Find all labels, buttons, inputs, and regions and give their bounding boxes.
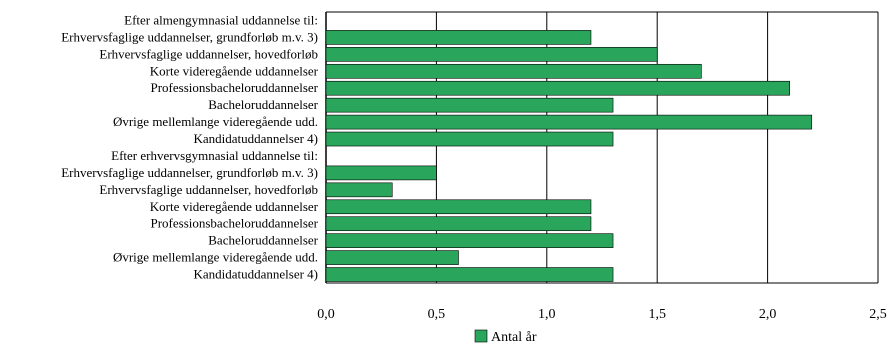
bar xyxy=(325,131,614,147)
category-label: Efter almengymnasial uddannelse til: xyxy=(124,12,318,27)
bar xyxy=(325,267,614,282)
bar xyxy=(325,63,702,79)
bar xyxy=(325,199,592,215)
category-label: Erhvervsfaglige uddannelser, grundforløb… xyxy=(61,165,318,180)
category-label: Korte videregående uddannelser xyxy=(150,63,319,78)
legend: Antal år xyxy=(474,329,537,345)
bar xyxy=(325,97,614,113)
category-labels: Efter almengymnasial uddannelse til: Erhv… xyxy=(61,12,318,281)
x-tick-labels: 0,0 0,5 1,0 1,5 2,0 2,5 xyxy=(317,307,887,322)
category-label: Bacheloruddannelser xyxy=(208,97,318,112)
x-tick-label: 2,0 xyxy=(759,307,777,322)
bar xyxy=(325,165,437,181)
bar xyxy=(325,250,459,265)
category-label: Øvrige mellemlange videregående udd. xyxy=(113,114,318,129)
category-label: Efter erhvervsgymnasial uddannelse til: xyxy=(111,148,318,163)
bar xyxy=(325,216,592,232)
x-tick-label: 1,0 xyxy=(538,307,556,322)
category-label: Øvrige mellemlange videregående udd. xyxy=(113,250,318,265)
bar xyxy=(325,114,813,130)
bar xyxy=(325,182,393,198)
x-tick-label: 1,5 xyxy=(648,307,666,322)
bar xyxy=(325,30,592,45)
category-label: Professionsbacheloruddannelser xyxy=(150,80,318,95)
x-tick-label: 0,5 xyxy=(428,307,446,322)
category-label: Bacheloruddannelser xyxy=(208,233,318,248)
bars xyxy=(325,30,813,282)
x-tick-label: 0,0 xyxy=(317,307,335,322)
bar xyxy=(325,80,790,96)
category-label: Erhvervsfaglige uddannelser, grundforløb… xyxy=(61,29,318,44)
category-label: Erhvervsfaglige uddannelser, hovedforløb xyxy=(99,46,318,61)
bar xyxy=(325,47,658,62)
category-label: Kandidatuddannelser 4) xyxy=(193,267,318,282)
bar xyxy=(325,233,614,248)
category-label: Kandidatuddannelser 4) xyxy=(193,131,318,146)
category-label: Professionsbacheloruddannelser xyxy=(150,216,318,231)
category-label: Erhvervsfaglige uddannelser, hovedforløb xyxy=(99,182,318,197)
legend-label: Antal år xyxy=(491,330,537,345)
x-tick-label: 2,5 xyxy=(869,307,887,322)
category-label: Korte videregående uddannelser xyxy=(150,199,319,214)
legend-swatch xyxy=(474,329,488,343)
